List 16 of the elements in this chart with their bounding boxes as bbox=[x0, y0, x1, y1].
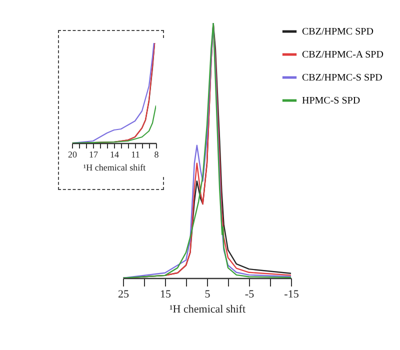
x-tick-label: 17 bbox=[89, 150, 98, 160]
legend-label: CBZ/HPMC SPD bbox=[302, 26, 374, 38]
x-tick-label: 8 bbox=[154, 150, 160, 160]
legend-label: HPMC-S SPD bbox=[302, 96, 360, 106]
x-tick-label: 5 bbox=[204, 288, 211, 300]
x-axis-title: ¹H chemical shift bbox=[83, 162, 146, 172]
legend-label: CBZ/HPMC-S SPD bbox=[302, 72, 382, 84]
x-tick-label: 25 bbox=[118, 288, 130, 300]
x-axis-title: ¹H chemical shift bbox=[170, 304, 246, 316]
x-tick-label: 14 bbox=[110, 150, 120, 160]
x-tick-label: 11 bbox=[131, 150, 140, 160]
x-tick-label: 20 bbox=[68, 150, 78, 160]
x-tick-label: -5 bbox=[244, 288, 255, 300]
legend-label: CBZ/HPMC-A SPD bbox=[302, 50, 384, 60]
x-tick-label: -15 bbox=[284, 288, 300, 300]
x-tick-label: 15 bbox=[160, 288, 172, 300]
